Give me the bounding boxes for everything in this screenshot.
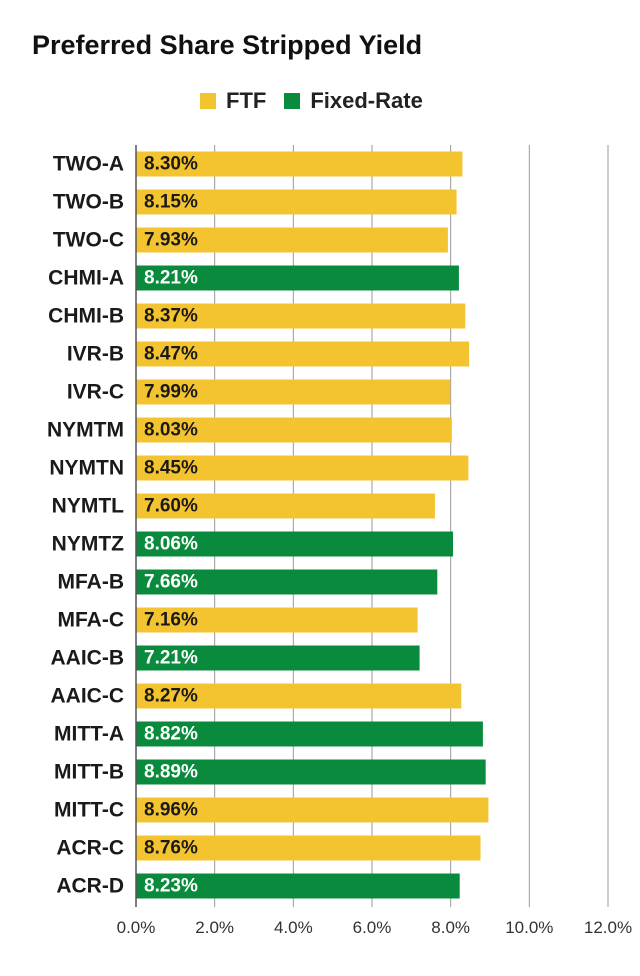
bar-mitt-a: [136, 721, 483, 747]
value-label-nymtm: 8.03%: [144, 420, 198, 441]
bar-ivr-c: [136, 379, 451, 405]
bar-two-b: [136, 189, 457, 215]
bar-chmi-b: [136, 303, 466, 329]
bar-chmi-a: [136, 265, 459, 291]
category-label-two-c: TWO-C: [53, 229, 124, 252]
category-label-acr-d: ACR-D: [56, 875, 124, 898]
category-label-mitt-b: MITT-B: [54, 761, 124, 784]
bar-acr-d: [136, 873, 460, 899]
value-label-nymtz: 8.06%: [144, 534, 198, 555]
value-label-two-c: 7.93%: [144, 230, 198, 251]
value-label-aaic-b: 7.21%: [144, 648, 198, 669]
bar-two-c: [136, 227, 448, 253]
value-label-mfa-b: 7.66%: [144, 572, 198, 593]
bar-nymtl: [136, 493, 435, 519]
bar-mitt-b: [136, 759, 486, 785]
category-label-aaic-b: AAIC-B: [51, 647, 125, 670]
legend-label-ftf: FTF: [226, 88, 267, 113]
bar-nymtn: [136, 455, 469, 481]
legend-label-fixed-rate: Fixed-Rate: [310, 88, 423, 113]
bar-mfa-c: [136, 607, 418, 633]
x-tick-label-4: 8.0%: [431, 918, 470, 937]
bar-nymtm: [136, 417, 452, 443]
category-label-two-a: TWO-A: [53, 153, 124, 176]
x-tick-label-2: 4.0%: [274, 918, 313, 937]
category-label-acr-c: ACR-C: [56, 837, 124, 860]
x-tick-label-3: 6.0%: [353, 918, 392, 937]
category-label-chmi-a: CHMI-A: [48, 267, 124, 290]
value-label-acr-c: 8.76%: [144, 838, 198, 859]
chart-title: Preferred Share Stripped Yield: [32, 30, 423, 60]
x-tick-label-1: 2.0%: [195, 918, 234, 937]
bar-two-a: [136, 151, 463, 177]
category-label-aaic-c: AAIC-C: [51, 685, 125, 708]
category-label-mitt-c: MITT-C: [54, 799, 124, 822]
category-label-nymtm: NYMTM: [47, 419, 124, 442]
legend-item-ftf: FTF: [200, 88, 266, 114]
category-label-mfa-c: MFA-C: [58, 609, 125, 632]
bar-ivr-b: [136, 341, 470, 367]
value-label-nymtn: 8.45%: [144, 458, 198, 479]
bar-mfa-b: [136, 569, 438, 595]
bar-aaic-c: [136, 683, 462, 709]
category-label-two-b: TWO-B: [53, 191, 124, 214]
value-label-chmi-b: 8.37%: [144, 306, 198, 327]
category-label-ivr-b: IVR-B: [67, 343, 124, 366]
x-tick-label-5: 10.0%: [505, 918, 553, 937]
value-label-two-a: 8.30%: [144, 154, 198, 175]
bar-mitt-c: [136, 797, 489, 823]
value-label-two-b: 8.15%: [144, 192, 198, 213]
value-label-mitt-a: 8.82%: [144, 724, 198, 745]
category-label-mfa-b: MFA-B: [58, 571, 125, 594]
category-label-nymtn: NYMTN: [49, 457, 124, 480]
chart-legend: FTF Fixed-Rate: [200, 88, 423, 114]
x-tick-label-6: 12.0%: [584, 918, 632, 937]
value-label-aaic-c: 8.27%: [144, 686, 198, 707]
value-label-mitt-c: 8.96%: [144, 800, 198, 821]
value-label-ivr-c: 7.99%: [144, 382, 198, 403]
category-label-chmi-b: CHMI-B: [48, 305, 124, 328]
legend-swatch-fixed-rate: [284, 93, 301, 109]
value-label-mitt-b: 8.89%: [144, 762, 198, 783]
category-label-nymtz: NYMTZ: [52, 533, 124, 556]
value-label-mfa-c: 7.16%: [144, 610, 198, 631]
value-label-nymtl: 7.60%: [144, 496, 198, 517]
category-label-mitt-a: MITT-A: [54, 723, 124, 746]
value-label-chmi-a: 8.21%: [144, 268, 198, 289]
legend-item-fixed-rate: Fixed-Rate: [284, 88, 423, 114]
bar-acr-c: [136, 835, 481, 861]
bar-aaic-b: [136, 645, 420, 671]
legend-swatch-ftf: [200, 93, 216, 109]
bar-nymtz: [136, 531, 454, 557]
x-tick-label-0: 0.0%: [117, 918, 156, 937]
category-label-ivr-c: IVR-C: [67, 381, 124, 404]
value-label-ivr-b: 8.47%: [144, 344, 198, 365]
value-label-acr-d: 8.23%: [144, 876, 198, 897]
category-label-nymtl: NYMTL: [52, 495, 124, 518]
